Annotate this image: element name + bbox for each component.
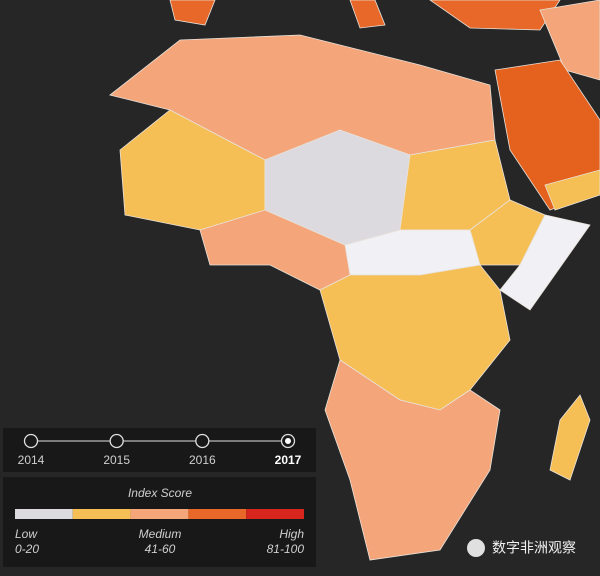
panel: [3, 428, 316, 472]
country: [539, 0, 600, 81]
legend-swatch: [188, 509, 247, 519]
country: [494, 59, 600, 211]
timeline-stop[interactable]: [23, 433, 39, 449]
timeline-year: 2016: [189, 453, 216, 467]
country: [499, 214, 591, 311]
legend-label: Low: [15, 527, 38, 541]
panel: [3, 477, 316, 567]
legend-range: 81-100: [267, 542, 305, 556]
timeline-year: 2017: [275, 453, 302, 467]
country: [349, 0, 386, 29]
country: [169, 0, 216, 26]
timeline-stop[interactable]: [109, 433, 124, 449]
watermark-text: 数字非洲观察: [492, 540, 576, 556]
legend-range: 41-60: [145, 542, 176, 556]
country: [544, 169, 600, 211]
country: [429, 0, 561, 31]
legend-range: 0-20: [15, 542, 39, 556]
watermark: 数字非洲观察: [467, 539, 576, 557]
countries: [109, 0, 600, 561]
timeline-stop-selected: [285, 438, 291, 444]
legend-swatch: [246, 509, 304, 519]
country: [324, 359, 501, 561]
legend-label: Medium: [139, 527, 182, 541]
watermark-icon: [467, 539, 485, 557]
country: [549, 394, 591, 481]
legend-swatch: [72, 509, 131, 519]
timeline-stop[interactable]: [195, 433, 210, 449]
legend-label: High: [279, 527, 304, 541]
legend-title: Index Score: [128, 486, 192, 500]
timeline-year: 2014: [18, 453, 45, 467]
legend-swatch: [15, 509, 73, 519]
timeline-panel: 2014 2015 2016 2017: [3, 428, 316, 472]
timeline-year: 2015: [103, 453, 130, 467]
legend-swatch: [130, 509, 189, 519]
